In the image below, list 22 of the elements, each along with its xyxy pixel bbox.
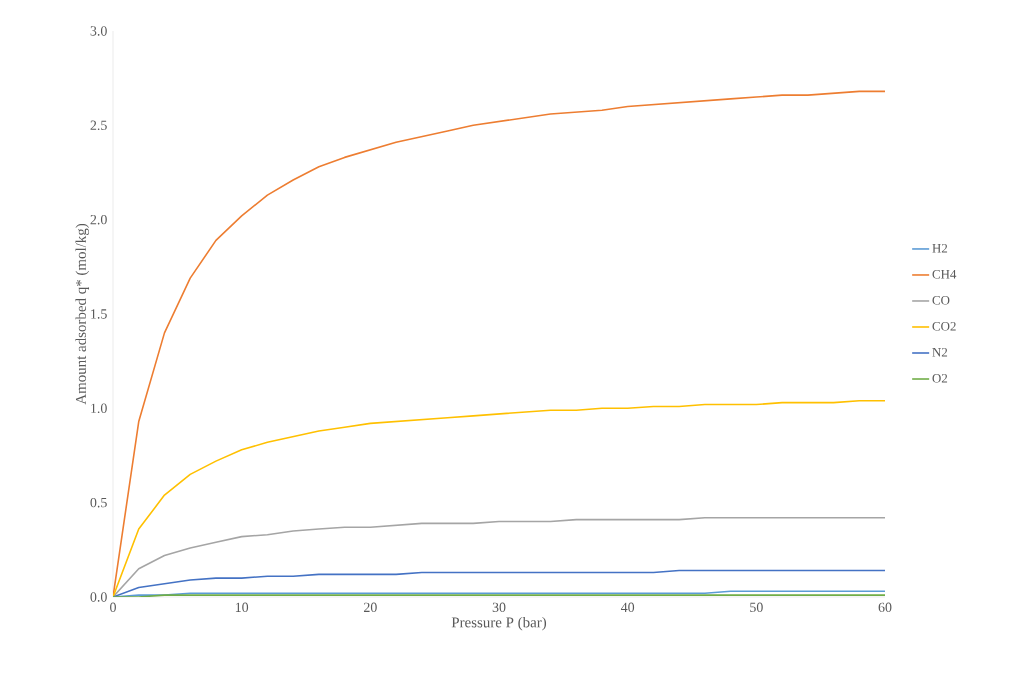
y-tick-label: 2.0	[90, 214, 107, 225]
legend-label: N2	[932, 347, 948, 357]
x-tick-label: 0	[110, 602, 116, 613]
legend-label: CO	[932, 295, 950, 305]
legend-label: O2	[932, 373, 948, 383]
legend-label: CH4	[932, 269, 957, 279]
y-tick-label: 3.0	[90, 26, 107, 36]
x-tick-label: 60	[878, 602, 892, 613]
x-tick-label: 20	[363, 602, 377, 613]
x-tick-label: 40	[620, 602, 635, 613]
legend-label: H2	[932, 243, 948, 253]
x-tick-label: 50	[750, 602, 763, 613]
y-axis-title: Amount adsorbed q* (mol/kg)	[75, 223, 90, 405]
y-tick-label: 1.5	[91, 309, 107, 319]
y-tick-label: 1.0	[91, 403, 107, 414]
y-tick-label: 0.5	[90, 497, 107, 508]
legend-label: CO2	[932, 321, 956, 331]
y-tick-label: 2.5	[90, 120, 107, 131]
x-axis-title: Pressure P (bar)	[451, 616, 547, 631]
x-tick-label: 30	[492, 602, 506, 613]
x-tick-label: 10	[235, 602, 249, 613]
y-tick-label: 0.0	[90, 592, 107, 602]
